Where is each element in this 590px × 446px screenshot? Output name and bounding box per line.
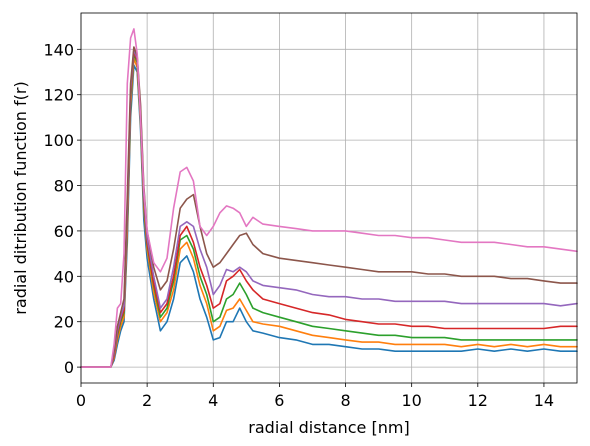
y-tick-label: 40 [54, 267, 74, 286]
y-tick-label: 0 [64, 358, 74, 377]
x-tick-label: 2 [142, 391, 152, 410]
y-tick-label: 140 [43, 40, 74, 59]
x-tick-label: 6 [274, 391, 284, 410]
y-tick-label: 20 [54, 313, 74, 332]
x-tick-label: 0 [76, 391, 86, 410]
y-axis-label: radial ditribution function f(r) [11, 81, 30, 314]
x-axis-ticks: 0 2 4 6 8 10 12 14 [76, 383, 554, 410]
y-axis-ticks: 0 20 40 60 80 100 120 140 [43, 40, 81, 377]
series-line-3 [80, 53, 578, 368]
series-line-4 [80, 50, 578, 368]
grid [80, 13, 577, 383]
y-tick-label: 100 [43, 131, 74, 150]
x-axis-label: radial distance [nm] [248, 418, 409, 437]
series-line-5 [80, 48, 578, 368]
y-tick-label: 80 [54, 177, 74, 196]
series-line-6 [80, 46, 578, 368]
series-line-7 [80, 28, 578, 368]
x-tick-label: 4 [208, 391, 218, 410]
x-tick-label: 8 [340, 391, 350, 410]
plot-frame [80, 12, 578, 384]
y-tick-label: 60 [54, 222, 74, 241]
x-tick-label: 12 [468, 391, 488, 410]
series-lines [80, 28, 578, 368]
x-tick-label: 14 [534, 391, 554, 410]
x-tick-label: 10 [401, 391, 421, 410]
series-line-2 [80, 57, 578, 368]
y-tick-label: 120 [43, 86, 74, 105]
